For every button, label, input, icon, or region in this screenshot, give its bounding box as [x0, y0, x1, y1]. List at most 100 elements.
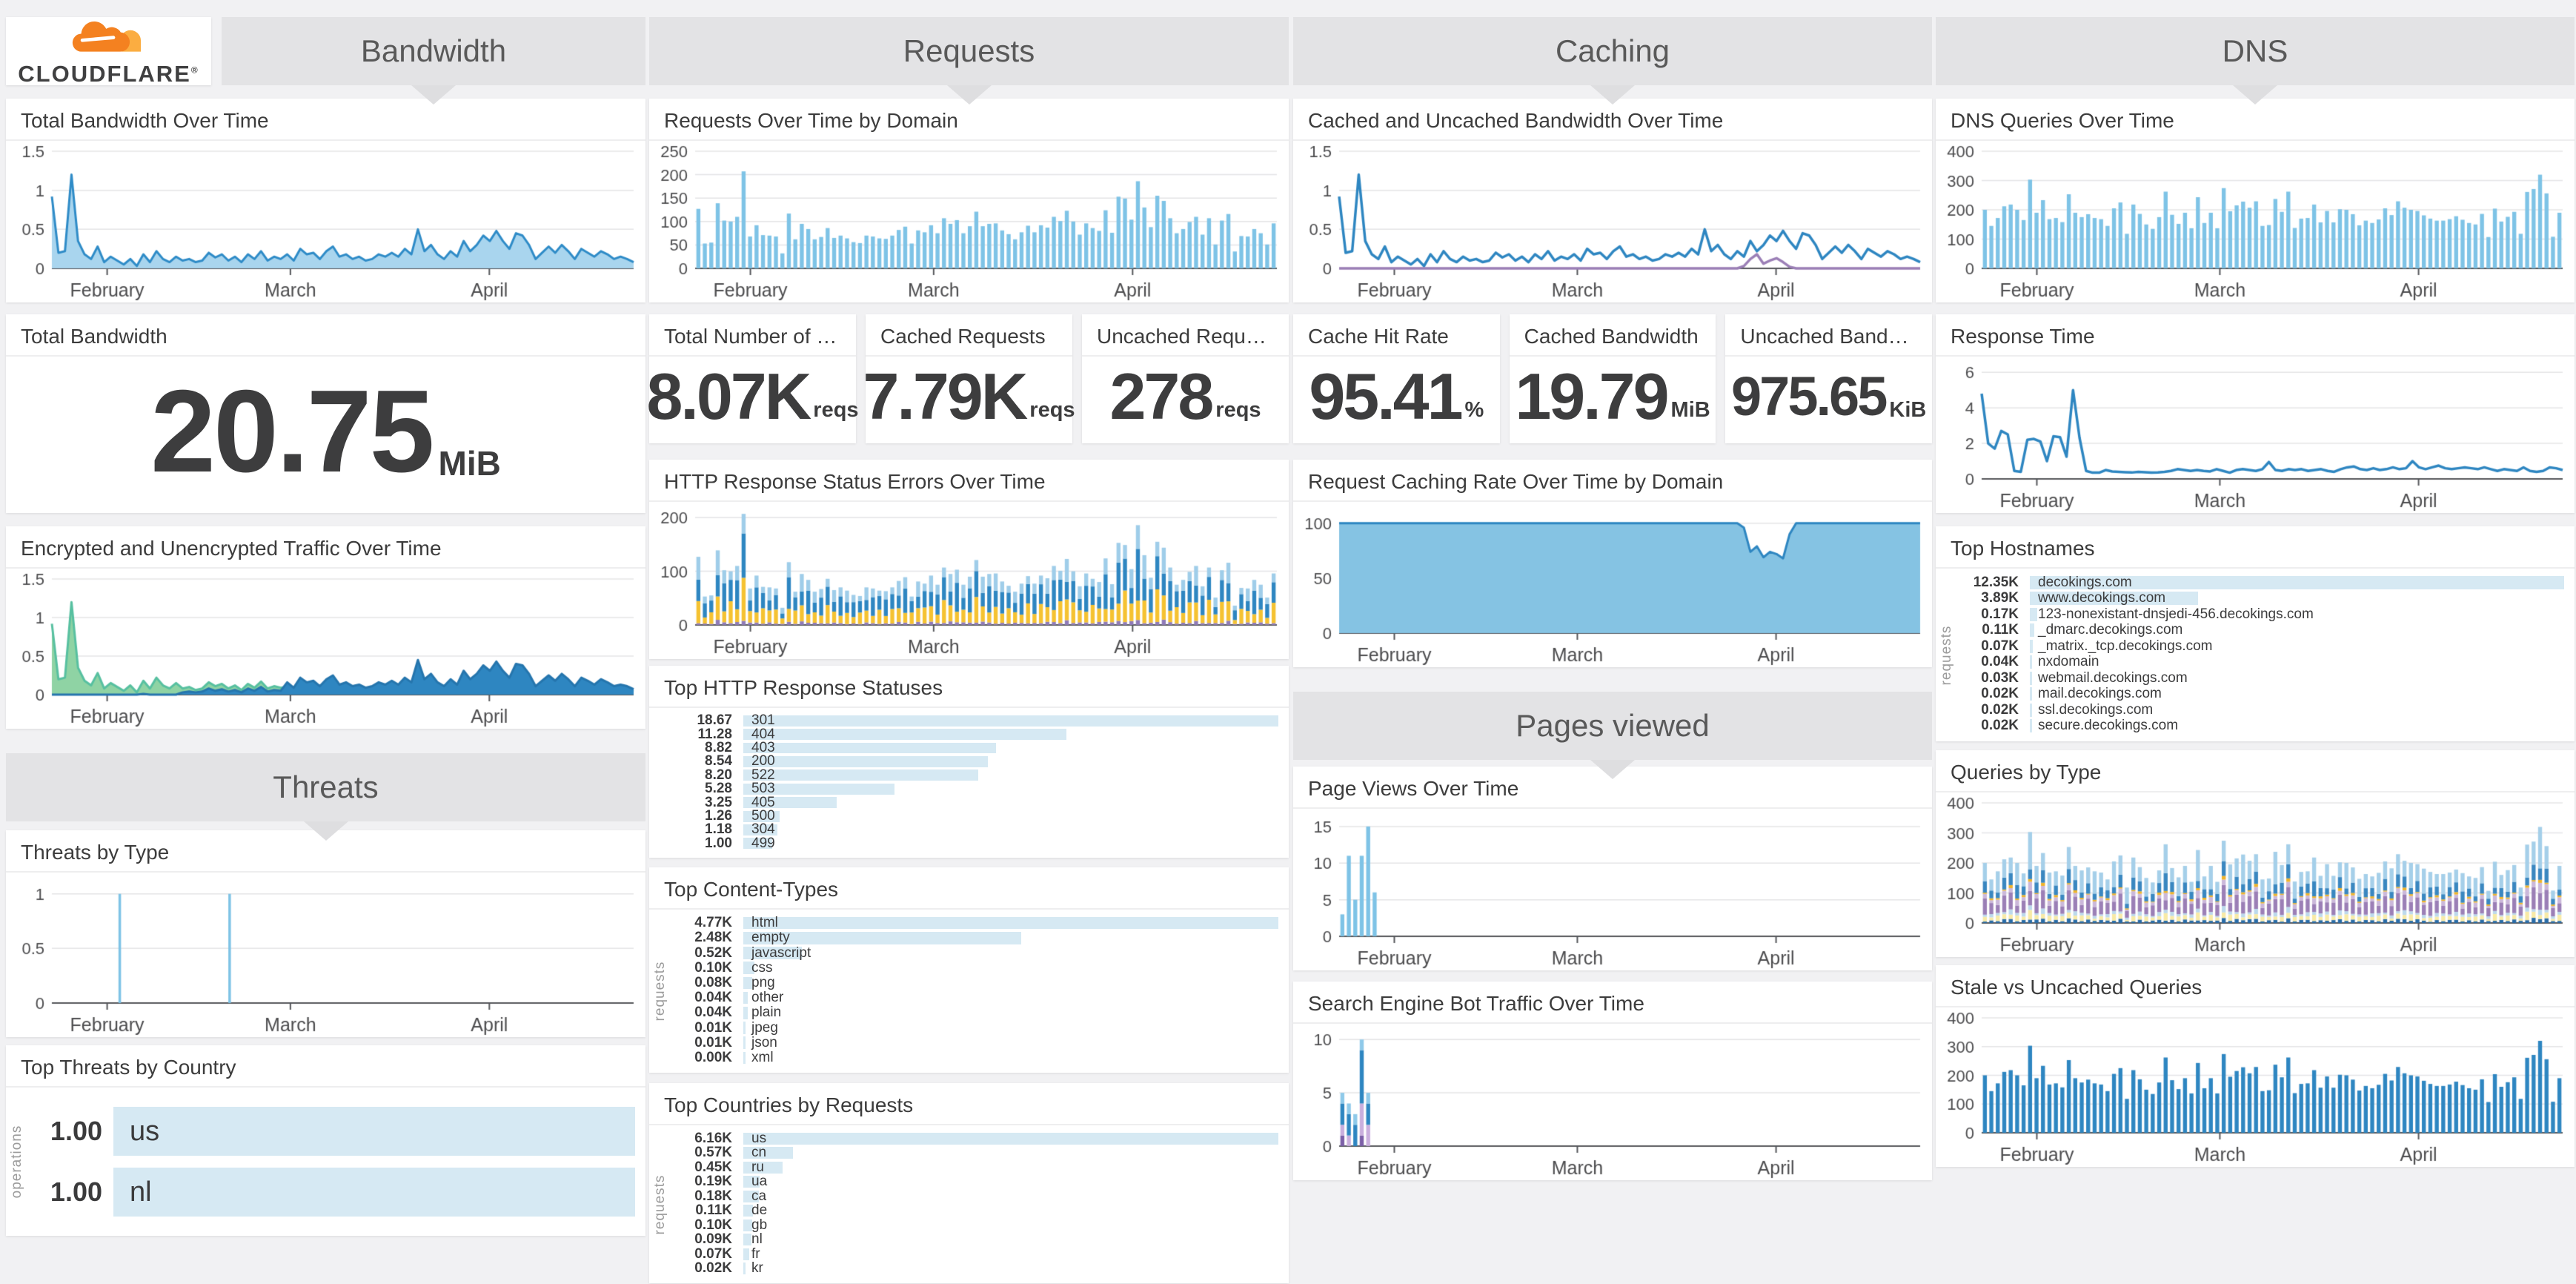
stat-value: 8.07K	[646, 359, 811, 433]
list-item-bar	[743, 1176, 760, 1188]
list-item-value: 0.07K	[1981, 638, 2019, 654]
list-item-bar-cell: other	[743, 990, 1278, 1005]
panel-title: Request Caching Rate Over Time by Domain	[1293, 460, 1932, 502]
list-item-value: 0.02K	[694, 1260, 732, 1277]
response-time-chart	[1936, 357, 2575, 513]
panel-title: Top Countries by Requests	[649, 1083, 1289, 1125]
list-item-bar	[2030, 703, 2032, 717]
list-item-bar-cell: cn	[743, 1145, 1278, 1161]
list-item: 0.02K ssl.decokings.com	[1936, 702, 2564, 718]
list-item-bar-cell: 301	[743, 712, 1278, 728]
list-item: 1.00 nl	[6, 1162, 635, 1222]
cloudflare-cloud-icon	[53, 17, 165, 64]
list-item-value: 8.82	[705, 740, 732, 756]
list-item-value: 0.45K	[694, 1159, 732, 1175]
list-item-label: nl	[130, 1176, 152, 1208]
list-item-label: json	[751, 1034, 777, 1050]
list-item-value: 0.04K	[1981, 654, 2019, 670]
encrypted-traffic-chart	[6, 569, 645, 729]
panel-cached-bandwidth: Cached Bandwidth 19.79 MiB	[1509, 314, 1716, 443]
list-item-label: plain	[751, 1005, 782, 1021]
list-item-bar-cell: gb	[743, 1217, 1278, 1233]
list-item-bar-cell: 404	[743, 726, 1278, 742]
list-item-bar-cell: _matrix._tcp.decokings.com	[2030, 638, 2564, 654]
list-item: 0.10K gb	[649, 1217, 1278, 1233]
list-item-value: 4.77K	[694, 915, 732, 931]
top-http-statuses-list: 18.67 301 11.28 404 8.82 403 8.54 200 8.20 522 5.2…	[649, 708, 1289, 858]
panel-uncached-bandwidth: Uncached Band… 975.65 KiB	[1725, 314, 1933, 443]
list-item-label: 200	[751, 753, 775, 770]
panel-total-requests: Total Number of Re… 8.07K reqs	[646, 314, 859, 443]
list-item-label: jpeg	[751, 1019, 778, 1036]
list-item: 0.02K kr	[649, 1260, 1278, 1277]
list-item: 6.16K us	[649, 1131, 1278, 1146]
list-item-bar	[743, 916, 1278, 930]
list-item-label: de	[751, 1202, 768, 1219]
list-item-value: 0.04K	[694, 1005, 732, 1021]
panel-title: Response Time	[1936, 314, 2575, 357]
list-item-value: 8.54	[705, 753, 732, 770]
list-item-bar-cell: www.decokings.com	[2030, 590, 2564, 606]
panel-dns-queries: DNS Queries Over Time	[1936, 99, 2575, 302]
panel-cached-uncached-bandwidth: Cached and Uncached Bandwidth Over Time	[1293, 99, 1932, 302]
top-content-types-list: 4.77K html 2.48K empty 0.52K javascript 0.10K c…	[649, 910, 1289, 1073]
list-item: 0.11K de	[649, 1202, 1278, 1219]
section-header-caching: Caching	[1293, 17, 1932, 105]
panel-title: Top Threats by Country	[6, 1045, 645, 1088]
list-item-bar	[2030, 607, 2037, 621]
stat-unit: MiB	[438, 444, 501, 483]
list-item: 0.02K mail.decokings.com	[1936, 686, 2564, 703]
list-item-value: 6.16K	[694, 1130, 732, 1146]
list-item-bar-cell: png	[743, 974, 1278, 990]
panel-threats-by-type: Threats by Type	[6, 830, 645, 1037]
list-item: 5.28 503	[649, 781, 1278, 796]
list-item-label: webmail.decokings.com	[2038, 669, 2188, 686]
list-item-bar-cell: de	[743, 1202, 1278, 1219]
list-item-label: cn	[751, 1145, 767, 1161]
list-item-bar	[743, 797, 837, 809]
list-item-value: 8.20	[705, 767, 732, 783]
list-item-value: 0.01K	[694, 1019, 732, 1036]
cached-uncached-bandwidth-chart	[1293, 141, 1932, 302]
list-item-label: us	[751, 1130, 767, 1146]
requests-column: Requests Requests Over Time by Domain To…	[646, 0, 1289, 1283]
page-views-chart	[1293, 809, 1932, 970]
panel-top-countries: Top Countries by Requests 6.16K us 0.57K cn…	[649, 1083, 1289, 1283]
panel-requests-over-time: Requests Over Time by Domain	[649, 99, 1289, 302]
list-item-value: 0.03K	[1981, 669, 2019, 686]
list-item: 0.08K png	[649, 974, 1278, 990]
list-item-label: html	[751, 915, 778, 931]
list-item: 8.54 200	[649, 753, 1278, 770]
list-item-bar-cell: ca	[743, 1188, 1278, 1204]
section-title: Threats	[273, 770, 379, 804]
list-item-bar-cell: mail.decokings.com	[2030, 686, 2564, 701]
list-item-bar	[743, 1161, 783, 1174]
list-item-bar-cell: 123-nonexistant-dnsjedi-456.decokings.co…	[2030, 606, 2564, 622]
list-item-label: png	[751, 974, 775, 990]
list-item-bar	[743, 976, 753, 990]
list-item-value: 0.10K	[694, 959, 732, 976]
list-item-label: mail.decokings.com	[2038, 686, 2162, 702]
list-item-bar-cell: 500	[743, 808, 1278, 824]
list-item-bar-cell: css	[743, 960, 1278, 976]
panel-title: Total Number of Re…	[649, 314, 856, 357]
list-item-value: 1.18	[705, 821, 732, 838]
list-item-bar-cell: 403	[743, 740, 1278, 755]
list-item-label: secure.decokings.com	[2038, 718, 2179, 734]
list-item-label: 404	[751, 726, 775, 742]
list-item: 18.67 301	[649, 712, 1278, 728]
list-item-bar-cell: 304	[743, 821, 1278, 837]
section-header-dns: DNS	[1936, 17, 2575, 105]
section-title: DNS	[2222, 33, 2288, 68]
list-item-bar	[743, 1248, 750, 1260]
list-item-label: nxdomain	[2038, 654, 2099, 670]
section-title: Caching	[1555, 33, 1670, 68]
list-item-bar-cell: jpeg	[743, 1019, 1278, 1036]
panel-top-content-types: Top Content-Types 4.77K html 2.48K empty 0.5…	[649, 867, 1289, 1073]
total-requests-stat: 8.07K reqs	[646, 357, 858, 443]
list-axis-label: requests	[652, 961, 668, 1022]
panel-cache-hit-rate: Cache Hit Rate 95.41 %	[1293, 314, 1500, 443]
panel-title: Top Hostnames	[1936, 526, 2575, 569]
list-item: 0.04K plain	[649, 1005, 1278, 1020]
panel-title: Page Views Over Time	[1293, 767, 1932, 809]
